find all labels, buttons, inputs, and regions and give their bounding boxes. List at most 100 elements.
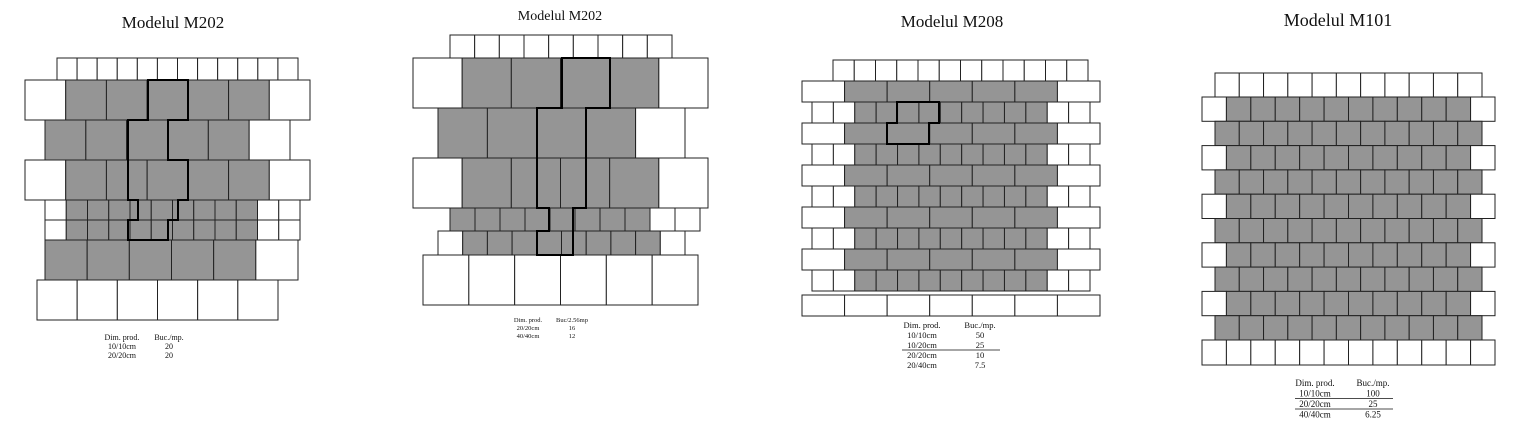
tile (971, 294, 1016, 317)
tile (801, 80, 846, 103)
tile (150, 219, 173, 241)
tile (854, 227, 877, 250)
tile (1287, 218, 1313, 244)
tile (897, 143, 920, 166)
tile (886, 164, 931, 187)
tile (24, 79, 67, 121)
tile (1323, 145, 1350, 171)
tile (1432, 218, 1459, 244)
tile (981, 59, 1004, 82)
tile (1348, 242, 1374, 268)
tile (1287, 169, 1313, 195)
tile (886, 294, 931, 317)
table-cell: 20/20cm (517, 325, 540, 332)
table-cell: 40/40cm (517, 333, 540, 340)
tile (875, 269, 899, 292)
tile (960, 59, 983, 82)
tile (832, 269, 856, 292)
tile (658, 157, 709, 209)
tile (599, 207, 626, 232)
tile (255, 239, 299, 281)
tile (624, 207, 651, 232)
tile (1068, 269, 1091, 292)
tile (897, 227, 920, 250)
tile (156, 57, 179, 81)
panel-title: Modelul M202 (122, 13, 224, 32)
tile (105, 79, 148, 121)
tile (129, 219, 152, 241)
tile (1214, 120, 1240, 147)
tile (44, 199, 67, 221)
tile (228, 79, 270, 121)
table-cell: 16 (569, 325, 576, 332)
tile (854, 101, 877, 124)
tile (886, 248, 931, 271)
tile (278, 219, 301, 241)
tile (1201, 242, 1227, 268)
tile (961, 227, 984, 250)
tile (1003, 227, 1027, 250)
tile (982, 143, 1005, 166)
tile (1408, 218, 1434, 244)
tile (44, 239, 88, 281)
tile (1360, 218, 1386, 244)
tile (939, 185, 963, 208)
tile (167, 119, 209, 161)
tile (1274, 193, 1301, 219)
tile (1025, 269, 1048, 292)
tile (1311, 169, 1337, 195)
tile (1214, 218, 1240, 244)
table-cell: 12 (569, 333, 576, 340)
tile (187, 159, 230, 201)
tile (1201, 145, 1227, 171)
tile (197, 279, 239, 321)
table-cell: 10/20cm (907, 340, 937, 350)
tile (87, 199, 110, 221)
tile (56, 57, 78, 81)
tile (929, 294, 973, 317)
tile (486, 107, 538, 159)
pattern-panel (801, 59, 1101, 317)
table-cell: 6.25 (1365, 410, 1381, 420)
tile (1056, 206, 1101, 229)
table-cell: 10/10cm (1299, 389, 1331, 399)
tile (462, 230, 488, 256)
tile (217, 57, 239, 81)
tile (1299, 242, 1325, 268)
tile (1045, 59, 1068, 82)
tile (1046, 101, 1070, 124)
tile (1432, 169, 1459, 195)
tile (474, 207, 501, 232)
tile (1263, 266, 1289, 292)
table-cell: 10/10cm (907, 330, 937, 340)
tile (917, 59, 940, 82)
tile (1250, 242, 1276, 268)
tile (875, 101, 899, 124)
table-cell: 20 (165, 351, 173, 360)
tile (886, 80, 931, 103)
tile (971, 248, 1016, 271)
tile (1299, 96, 1325, 122)
tile (1056, 248, 1101, 271)
tile (1238, 169, 1265, 195)
tile (129, 199, 152, 221)
tile (1299, 339, 1325, 366)
tile (1396, 339, 1423, 366)
tile (1263, 315, 1289, 341)
tile (1408, 266, 1434, 292)
table-cell: 40/40cm (1299, 410, 1331, 420)
tile (237, 57, 259, 81)
tile (510, 157, 562, 209)
tile (1003, 269, 1027, 292)
tile (801, 206, 846, 229)
tile (1445, 145, 1472, 171)
tile (1421, 145, 1447, 171)
table-cell: 10/10cm (108, 342, 137, 351)
tile (1225, 290, 1252, 317)
tile (982, 227, 1005, 250)
tile (1396, 290, 1423, 317)
tile (1311, 266, 1337, 292)
tile (228, 159, 270, 201)
tile (412, 57, 463, 109)
